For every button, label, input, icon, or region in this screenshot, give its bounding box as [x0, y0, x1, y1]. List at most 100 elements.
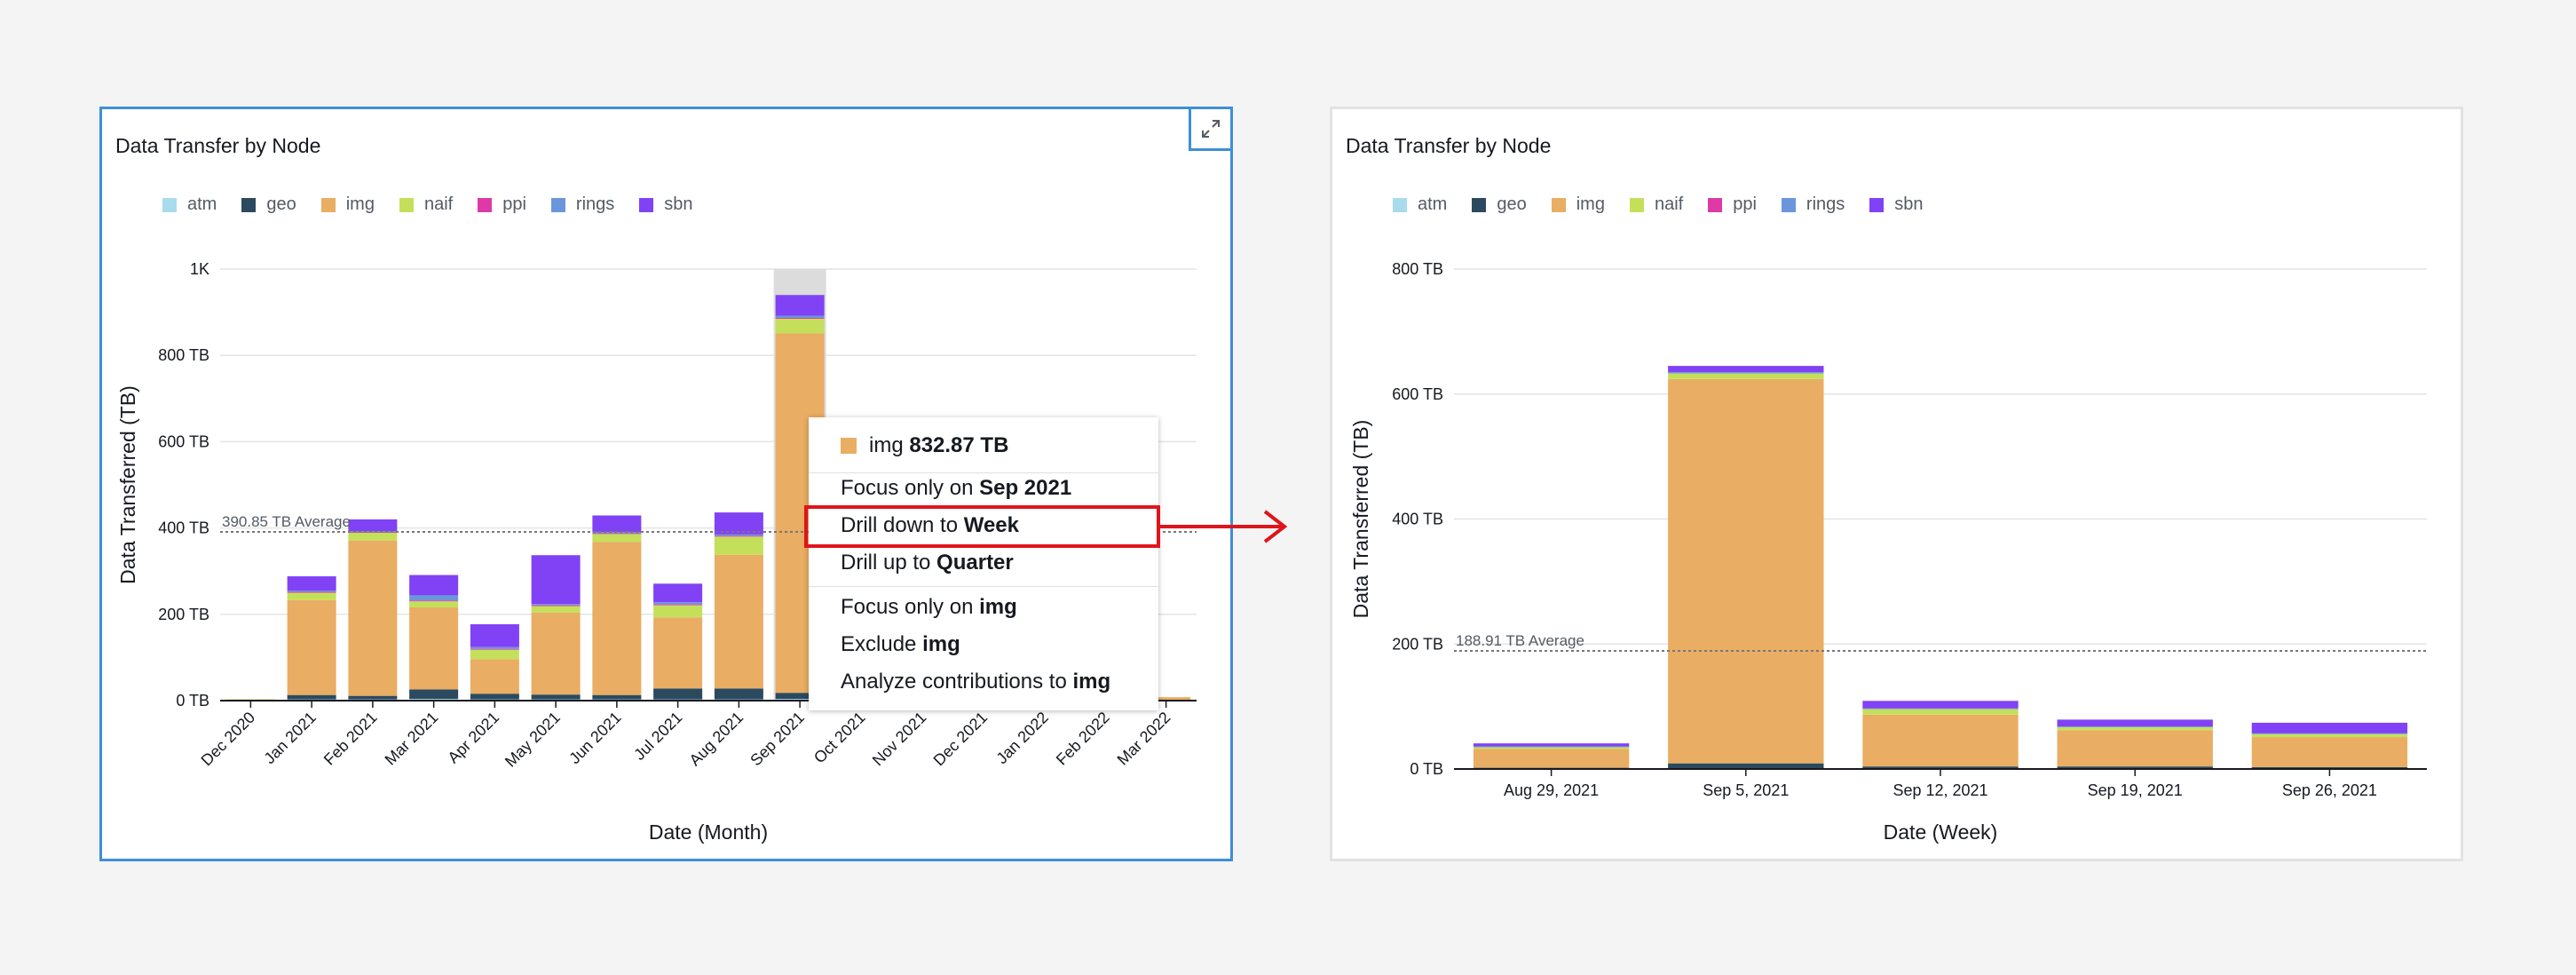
bar-segment-geo[interactable] — [653, 688, 703, 700]
bar-segment-sbn[interactable] — [2251, 722, 2408, 733]
bar-segment-geo[interactable] — [775, 693, 825, 700]
legend-item-geo[interactable]: geo — [1472, 194, 1527, 215]
bar-segment-sbn[interactable] — [287, 576, 336, 591]
bar-segment-img[interactable] — [287, 599, 336, 695]
bar-segment-img[interactable] — [2057, 730, 2213, 767]
y-tick-label: 400 TB — [1392, 511, 1443, 528]
bar-segment-img[interactable] — [348, 540, 398, 696]
legend-item-naif[interactable]: naif — [399, 194, 453, 215]
bar-segment-ppi[interactable] — [348, 531, 398, 533]
bar-segment-sbn[interactable] — [653, 583, 703, 603]
bar-segment-ppi[interactable] — [592, 533, 642, 535]
bar-segment-geo[interactable] — [2057, 766, 2213, 769]
bar-segment-naif[interactable] — [1862, 709, 2019, 715]
legend-item-naif[interactable]: naif — [1629, 194, 1684, 215]
bar-segment-rings[interactable] — [1668, 372, 1824, 374]
legend-item-rings[interactable]: rings — [1781, 194, 1845, 215]
bar-segment-rings[interactable] — [531, 604, 581, 606]
expand-button[interactable] — [1189, 107, 1233, 151]
bar-segment-rings[interactable] — [653, 602, 703, 605]
bar-segment-sbn[interactable] — [2057, 719, 2213, 727]
bar-segment-naif[interactable] — [470, 649, 519, 660]
bar-segment-geo[interactable] — [348, 695, 398, 700]
bar-segment-naif[interactable] — [287, 592, 336, 600]
bar-segment-rings[interactable] — [2057, 726, 2213, 727]
bar-segment-img[interactable] — [1142, 697, 1191, 701]
bar-segment-img[interactable] — [1862, 714, 2019, 767]
bar-segment-ppi[interactable] — [653, 604, 703, 606]
bar-segment-naif[interactable] — [531, 606, 581, 613]
bar-segment-geo[interactable] — [1668, 763, 1824, 769]
legend-item-img[interactable]: img — [320, 194, 375, 215]
bar-segment-ppi[interactable] — [287, 591, 336, 593]
bar-segment-sbn[interactable] — [775, 295, 825, 316]
bar-segment-geo[interactable] — [531, 694, 581, 700]
bar-segment-naif[interactable] — [592, 534, 642, 543]
bar-segment-img[interactable] — [409, 607, 459, 690]
bar-segment-geo[interactable] — [1862, 766, 2019, 769]
legend-item-atm[interactable]: atm — [1393, 194, 1447, 215]
bar-segment-rings[interactable] — [409, 595, 459, 601]
bar-segment-naif[interactable] — [2251, 733, 2408, 738]
menu-item-analyze-contributions[interactable]: Analyze contributions to img — [841, 670, 1111, 694]
bar-segment-img[interactable] — [592, 542, 642, 695]
bar-segment-img[interactable] — [2251, 737, 2408, 767]
bar-segment-sbn[interactable] — [470, 623, 519, 647]
legend-item-ppi[interactable]: ppi — [478, 194, 526, 215]
context-menu-header: img 832.87 TB — [841, 433, 1008, 458]
menu-item-focus-series[interactable]: Focus only on img — [841, 595, 1017, 619]
menu-item-drill-up[interactable]: Drill up to Quarter — [841, 551, 1014, 575]
bar-segment-naif[interactable] — [409, 601, 459, 608]
bar-segment-ppi[interactable] — [470, 648, 519, 650]
bar-segment-naif[interactable] — [348, 532, 398, 541]
chart-title: Data Transfer by Node — [1346, 134, 1552, 157]
legend-item-img[interactable]: img — [1551, 194, 1605, 215]
bar-segment-naif[interactable] — [653, 605, 703, 618]
bar-segment-ppi[interactable] — [409, 600, 459, 602]
bar-segment-geo[interactable] — [714, 688, 763, 700]
bar-segment-img[interactable] — [531, 612, 581, 695]
bar-segment-img[interactable] — [1473, 749, 1630, 768]
bar-segment-naif[interactable] — [2057, 726, 2213, 731]
menu-item-drill-down[interactable]: Drill down to Week — [841, 513, 1019, 537]
x-tick-label: Feb 2021 — [320, 709, 381, 769]
bar-segment-sbn[interactable] — [714, 512, 763, 535]
bar-segment-rings[interactable] — [2251, 733, 2408, 734]
bar-segment-naif[interactable] — [775, 318, 825, 334]
legend-item-rings[interactable]: rings — [550, 194, 614, 215]
bar-segment-rings[interactable] — [775, 315, 825, 318]
bar-segment-geo[interactable] — [470, 694, 519, 700]
menu-item-focus-date[interactable]: Focus only on Sep 2021 — [841, 476, 1072, 500]
bar-segment-naif[interactable] — [1668, 373, 1824, 379]
bar-segment-sbn[interactable] — [1668, 366, 1824, 373]
bar-segment-geo[interactable] — [592, 694, 642, 700]
legend-item-geo[interactable]: geo — [241, 194, 296, 215]
bar-segment-rings[interactable] — [1473, 746, 1630, 748]
bar-segment-rings[interactable] — [348, 531, 398, 532]
bar-segment-rings[interactable] — [470, 646, 519, 649]
legend-item-ppi[interactable]: ppi — [1708, 194, 1757, 215]
divider — [809, 586, 1158, 587]
bar-segment-sbn[interactable] — [1862, 701, 2019, 709]
menu-item-exclude-series[interactable]: Exclude img — [841, 632, 960, 656]
bar-segment-geo[interactable] — [2251, 766, 2408, 769]
bar-segment-img[interactable] — [470, 659, 519, 694]
bar-segment-sbn[interactable] — [1473, 743, 1630, 747]
legend-item-sbn[interactable]: sbn — [1869, 194, 1924, 215]
legend-item-atm[interactable]: atm — [162, 194, 217, 215]
bar-segment-sbn[interactable] — [592, 515, 642, 532]
bar-segment-ppi[interactable] — [775, 317, 825, 319]
bar-segment-img[interactable] — [714, 554, 763, 689]
legend-label: naif — [1654, 194, 1684, 214]
bar-segment-ppi[interactable] — [714, 535, 763, 537]
bar-segment-sbn[interactable] — [409, 575, 459, 596]
bar-segment-sbn[interactable] — [531, 555, 581, 605]
bar-segment-img[interactable] — [1668, 378, 1824, 764]
bar-segment-geo[interactable] — [287, 694, 336, 700]
legend-item-sbn[interactable]: sbn — [639, 194, 693, 215]
bar-segment-naif[interactable] — [714, 536, 763, 555]
bar-segment-sbn[interactable] — [348, 519, 398, 532]
bar-segment-geo[interactable] — [409, 689, 459, 700]
bar-segment-img[interactable] — [653, 617, 703, 689]
bar-segment-naif[interactable] — [1473, 747, 1630, 749]
